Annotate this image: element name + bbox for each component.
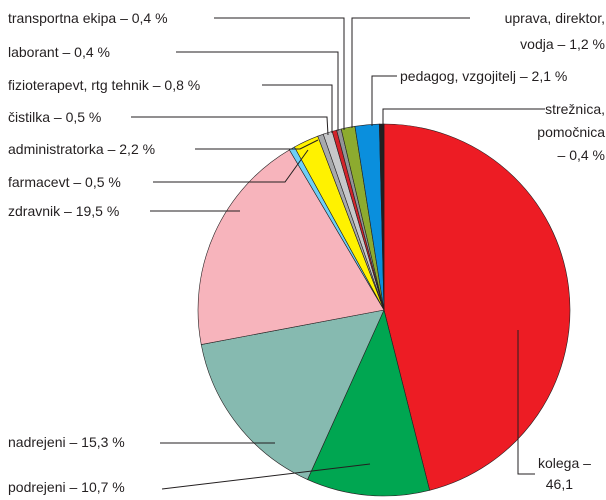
leader-line: [517, 330, 535, 475]
pie-slice: [379, 123, 385, 311]
leader-line: [161, 463, 371, 490]
slice-label: laborant – 0,4 %: [8, 44, 110, 60]
slice-label: čistilka – 0,5 %: [8, 109, 101, 125]
leader-line: [351, 17, 470, 128]
slice-label: zdravnik – 19,5 %: [8, 203, 119, 219]
slice-label: farmacevt – 0,5 %: [8, 174, 121, 190]
slice-label: podrejeni – 10,7 %: [8, 479, 125, 495]
slice-label: vodja – 1,2 %: [520, 36, 605, 52]
leader-line: [131, 116, 329, 136]
leader-line: [214, 17, 345, 130]
slice-label: fizioterapevt, rtg tehnik – 0,8 %: [8, 77, 200, 93]
pie-slice: [307, 309, 431, 497]
slice-label: pedagog, vzgojitelj – 2,1 %: [400, 68, 567, 84]
slice-label: 46,1: [546, 476, 573, 492]
slice-label: pomočnica: [537, 124, 605, 140]
slice-label: – 0,4 %: [558, 147, 605, 163]
slice-label: strežnica,: [545, 101, 605, 117]
slice-label: nadrejeni – 15,3 %: [8, 434, 125, 450]
leader-line: [153, 149, 309, 183]
slice-label: administratorka – 2,2 %: [8, 141, 155, 157]
slice-label: uprava, direktor,: [505, 10, 605, 26]
pie-slice: [197, 149, 385, 345]
pie-slice: [383, 123, 571, 491]
leader-line: [382, 108, 545, 125]
leader-line: [195, 139, 319, 150]
slice-label: kolega –: [538, 455, 591, 471]
leader-line: [371, 75, 397, 126]
leader-line: [262, 84, 333, 133]
leader-line: [176, 51, 339, 131]
slice-label: transportna ekipa – 0,4 %: [8, 10, 168, 26]
